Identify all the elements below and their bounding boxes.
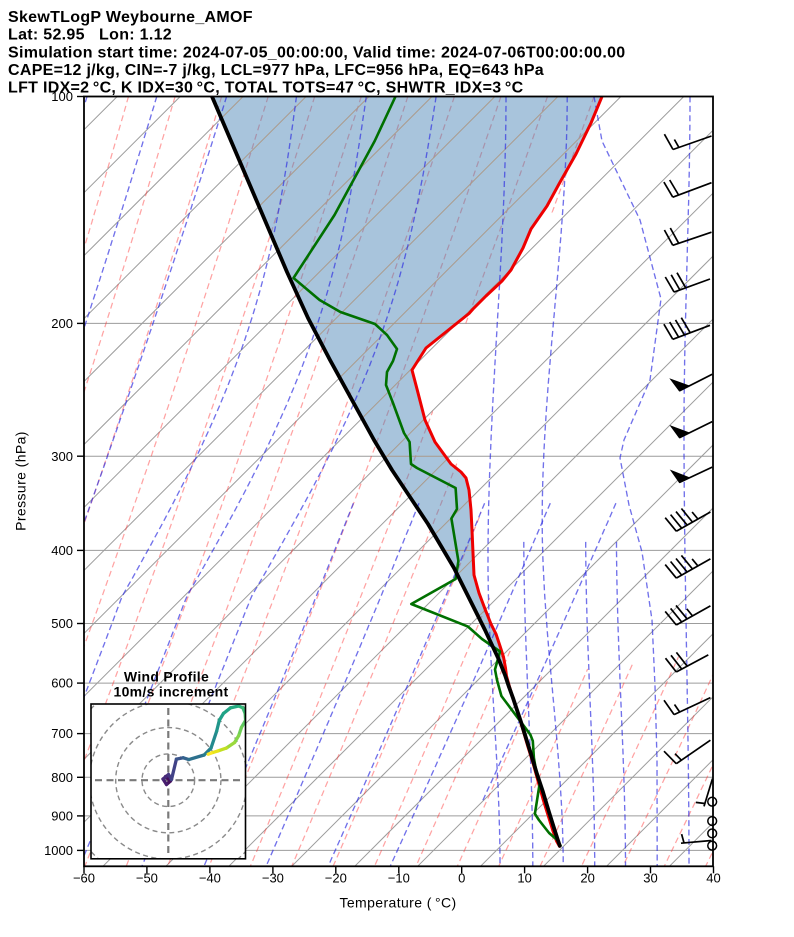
svg-text:−60: −60 [73,870,95,885]
svg-text:200: 200 [51,316,73,331]
svg-text:100: 100 [51,89,73,104]
svg-text:30: 30 [643,870,657,885]
svg-text:10m/s increment: 10m/s increment [114,684,229,700]
svg-text:Simulation start time: 2024-07: Simulation start time: 2024-07-05_00:00:… [8,44,625,61]
svg-text:SkewTLogP Weybourne_AMOF: SkewTLogP Weybourne_AMOF [8,9,253,26]
svg-text:Lat: 52.95 Lon: 1.12: Lat: 52.95 Lon: 1.12 [8,27,172,44]
svg-text:800: 800 [51,770,73,785]
svg-text:1000: 1000 [44,843,73,858]
svg-text:300: 300 [51,449,73,464]
svg-text:CAPE=12 j/kg, CIN=-7 j/kg, LCL: CAPE=12 j/kg, CIN=-7 j/kg, LCL=977 hPa, … [8,62,544,79]
svg-text:−50: −50 [136,870,158,885]
svg-text:500: 500 [51,616,73,631]
svg-text:−40: −40 [199,870,221,885]
svg-text:700: 700 [51,726,73,741]
svg-text:−30: −30 [262,870,284,885]
svg-text:10: 10 [517,870,531,885]
svg-text:900: 900 [51,809,73,824]
svg-text:Wind Profile: Wind Profile [124,669,209,685]
svg-text:400: 400 [51,543,73,558]
svg-text:−20: −20 [325,870,347,885]
svg-text:Pressure (hPa): Pressure (hPa) [13,431,29,531]
svg-text:0: 0 [458,870,465,885]
svg-text:LFT IDX=2 °C, K IDX=30 °C, TOT: LFT IDX=2 °C, K IDX=30 °C, TOTAL TOTS=47… [8,80,524,97]
svg-text:40: 40 [706,870,720,885]
svg-text:Temperature ( °C): Temperature ( °C) [339,895,456,911]
svg-text:20: 20 [580,870,594,885]
svg-text:−10: −10 [388,870,410,885]
svg-text:600: 600 [51,676,73,691]
